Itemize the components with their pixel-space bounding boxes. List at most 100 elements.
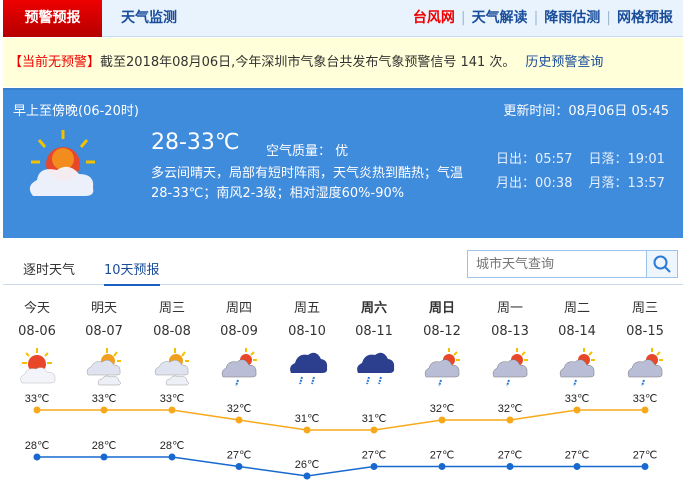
high-temp-label: 32℃ <box>227 403 252 415</box>
high-temp-point <box>168 406 176 414</box>
day-date: 08-09 <box>220 324 258 339</box>
day-name: 周日 <box>428 301 455 316</box>
low-temp-label: 26℃ <box>295 459 320 471</box>
search-button[interactable] <box>646 251 677 277</box>
low-temp-label: 28℃ <box>92 440 117 452</box>
high-temp-label: 31℃ <box>295 413 320 425</box>
day-name: 今天 <box>23 301 50 316</box>
sunny-cloudy-icon <box>20 348 56 384</box>
shower-icon <box>424 348 460 387</box>
low-temp-point <box>33 453 41 461</box>
low-temp-point <box>235 463 243 470</box>
nav-link-typhoon[interactable]: 台风网 <box>412 10 455 26</box>
high-temp-point <box>235 416 243 424</box>
low-temp-point <box>168 453 176 461</box>
high-temp-label: 33℃ <box>25 393 50 405</box>
shower-icon <box>627 348 663 387</box>
alert-text: 截至2018年08月06日,今年深圳市气象台共发布气象预警信号 141 次。 <box>100 55 516 70</box>
forecast-tabs: 逐时天气 10天预报 <box>3 250 683 286</box>
day-date: 08-14 <box>558 324 596 339</box>
low-temp-point <box>438 463 446 470</box>
rain-icon <box>357 352 395 385</box>
city-search <box>467 250 678 278</box>
low-temp-label: 27℃ <box>633 450 658 462</box>
day-name: 周五 <box>293 301 320 316</box>
high-temp-label: 33℃ <box>633 393 658 405</box>
partly-cloudy-icon <box>154 348 189 386</box>
history-warning-link[interactable]: 历史预警查询 <box>525 55 604 70</box>
low-temp-label: 27℃ <box>565 450 590 462</box>
low-temp-point <box>100 453 108 461</box>
divider: | <box>460 10 466 26</box>
low-temp-point <box>573 463 581 470</box>
update-time: 更新时间：08月06日 05:45 <box>503 104 669 119</box>
low-temp-label: 27℃ <box>498 450 523 462</box>
divider: | <box>533 10 539 26</box>
nav-tab-weather-monitor[interactable]: 天气监测 <box>121 10 177 26</box>
day-date: 08-07 <box>85 324 123 339</box>
day-date: 08-12 <box>423 324 461 339</box>
day-date: 08-13 <box>491 324 529 339</box>
day-date: 08-08 <box>153 324 191 339</box>
nav-link-rain-estimate[interactable]: 降雨估测 <box>544 10 601 26</box>
nav-tab-warning-forecast[interactable]: 预警预报 <box>3 0 102 37</box>
weather-description: 多云间晴天，局部有短时阵雨，天气炎热到酷热；气温28-33℃；南风2-3级；相对… <box>151 166 464 201</box>
high-temp-point <box>100 406 108 414</box>
high-temp-point <box>573 406 581 414</box>
tab-hourly[interactable]: 逐时天气 <box>23 263 76 278</box>
high-temp-label: 33℃ <box>160 393 185 405</box>
divider: | <box>606 10 611 26</box>
temperature-chart: 33℃ 33℃ 33℃ 32℃ 31℃ 31℃ 32℃ 32℃ 33℃ 33℃ 28℃ 28℃ 28℃ 2… <box>25 393 658 480</box>
high-temp-point <box>506 416 514 424</box>
shower-icon <box>492 348 528 387</box>
high-temp-label: 33℃ <box>565 393 590 405</box>
day-name: 明天 <box>90 301 117 316</box>
high-temp-point <box>438 416 446 424</box>
low-temp-label: 28℃ <box>25 440 50 452</box>
top-nav: 预警预报 天气监测 台风网 | 天气解读 | 降雨估测 | 网格预报 <box>3 0 683 37</box>
high-temp-point <box>641 406 649 414</box>
high-temp-point <box>33 406 41 414</box>
low-temp-label: 28℃ <box>160 440 185 452</box>
nav-link-grid-forecast[interactable]: 网格预报 <box>617 10 673 26</box>
moonrise: 月出：00:38 <box>496 176 573 191</box>
today-panel: 早上至傍晚(06-20时) 更新时间：08月06日 05:45 28-33℃ 空… <box>3 88 683 238</box>
low-temp-label: 27℃ <box>227 450 252 462</box>
day-date: 08-10 <box>288 324 326 339</box>
high-temp-label: 33℃ <box>92 393 117 405</box>
low-temp-label: 27℃ <box>362 450 387 462</box>
sunny-cloudy-icon <box>23 128 103 212</box>
day-date: 08-11 <box>355 324 393 339</box>
sunset: 日落：19:01 <box>588 152 665 167</box>
day-date: 08-06 <box>18 324 56 339</box>
shower-icon <box>221 348 257 387</box>
day-name: 周二 <box>563 301 590 316</box>
day-date: 08-15 <box>626 324 664 339</box>
tab-10day[interactable]: 10天预报 <box>104 259 160 286</box>
shower-icon <box>559 348 595 387</box>
low-temp-point <box>506 463 514 470</box>
search-icon <box>653 255 671 273</box>
high-temp-label: 32℃ <box>498 403 523 415</box>
moonset: 月落：13:57 <box>588 176 665 191</box>
alert-bar: 【当前无预警】截至2018年08月06日,今年深圳市气象台共发布气象预警信号 1… <box>3 38 683 87</box>
low-temp-point <box>641 463 649 470</box>
low-temp-point <box>370 463 378 470</box>
day-name: 周四 <box>225 301 252 316</box>
city-search-input[interactable] <box>468 251 646 277</box>
day-name: 周三 <box>631 301 658 316</box>
high-temp-point <box>370 426 378 434</box>
sun-moon-times: 日出：05:57 日落：19:01 月出：00:38 月落：13:57 <box>496 148 665 196</box>
temperature: 28-33℃ <box>151 130 240 155</box>
low-temp-point <box>303 472 311 480</box>
partly-cloudy-icon <box>86 348 121 386</box>
day-name: 周三 <box>158 301 185 316</box>
air-quality: 空气质量： 优 <box>266 144 349 159</box>
nav-link-weather-analysis[interactable]: 天气解读 <box>471 10 528 26</box>
day-name: 周六 <box>360 301 387 316</box>
period: 早上至傍晚(06-20时) <box>13 104 139 119</box>
low-temp-line <box>37 456 645 477</box>
rain-icon <box>290 352 328 385</box>
day-name: 周一 <box>496 301 523 316</box>
alert-status: 【当前无预警】 <box>9 55 101 70</box>
